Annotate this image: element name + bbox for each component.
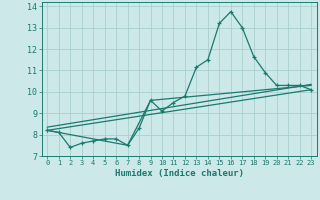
X-axis label: Humidex (Indice chaleur): Humidex (Indice chaleur) [115,169,244,178]
